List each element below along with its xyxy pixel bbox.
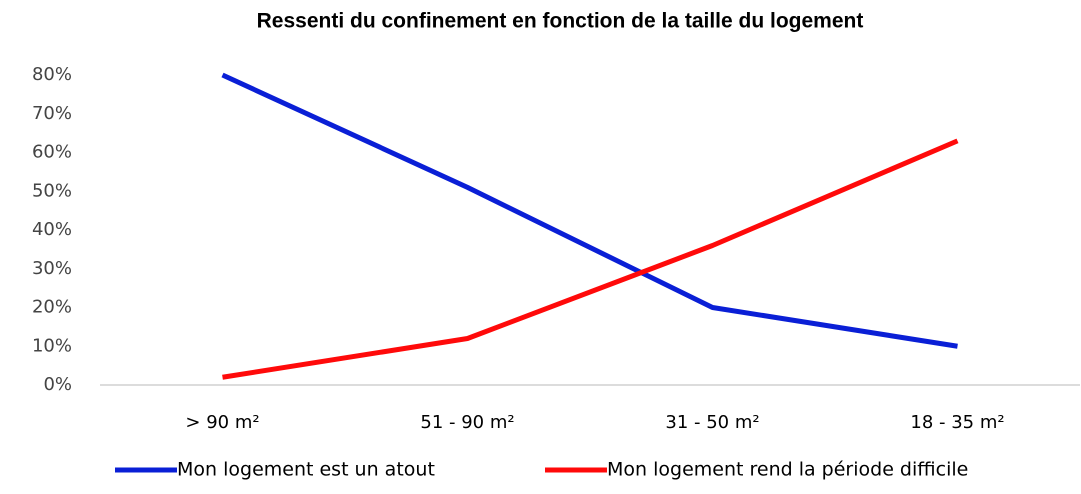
x-tick-label: > 90 m² bbox=[185, 412, 259, 433]
y-tick-label: 60% bbox=[32, 142, 72, 163]
y-tick-label: 10% bbox=[32, 335, 72, 356]
line-series bbox=[221, 72, 958, 349]
y-tick-label: 40% bbox=[32, 219, 72, 240]
y-tick-label: 80% bbox=[32, 64, 72, 85]
y-tick-label: 30% bbox=[32, 258, 72, 279]
line-series bbox=[222, 138, 959, 380]
y-tick-label: 70% bbox=[32, 103, 72, 124]
x-tick-label: 31 - 50 m² bbox=[665, 412, 759, 433]
legend-label: Mon logement rend la période difficile bbox=[607, 459, 968, 481]
y-tick-label: 20% bbox=[32, 297, 72, 318]
x-tick-label: 51 - 90 m² bbox=[420, 412, 514, 433]
y-tick-label: 50% bbox=[32, 180, 72, 201]
chart-title: Ressenti du confinement en fonction de l… bbox=[257, 10, 864, 33]
y-tick-label: 0% bbox=[43, 374, 72, 395]
x-tick-label: 18 - 35 m² bbox=[910, 412, 1004, 433]
legend-label: Mon logement est un atout bbox=[177, 459, 435, 481]
